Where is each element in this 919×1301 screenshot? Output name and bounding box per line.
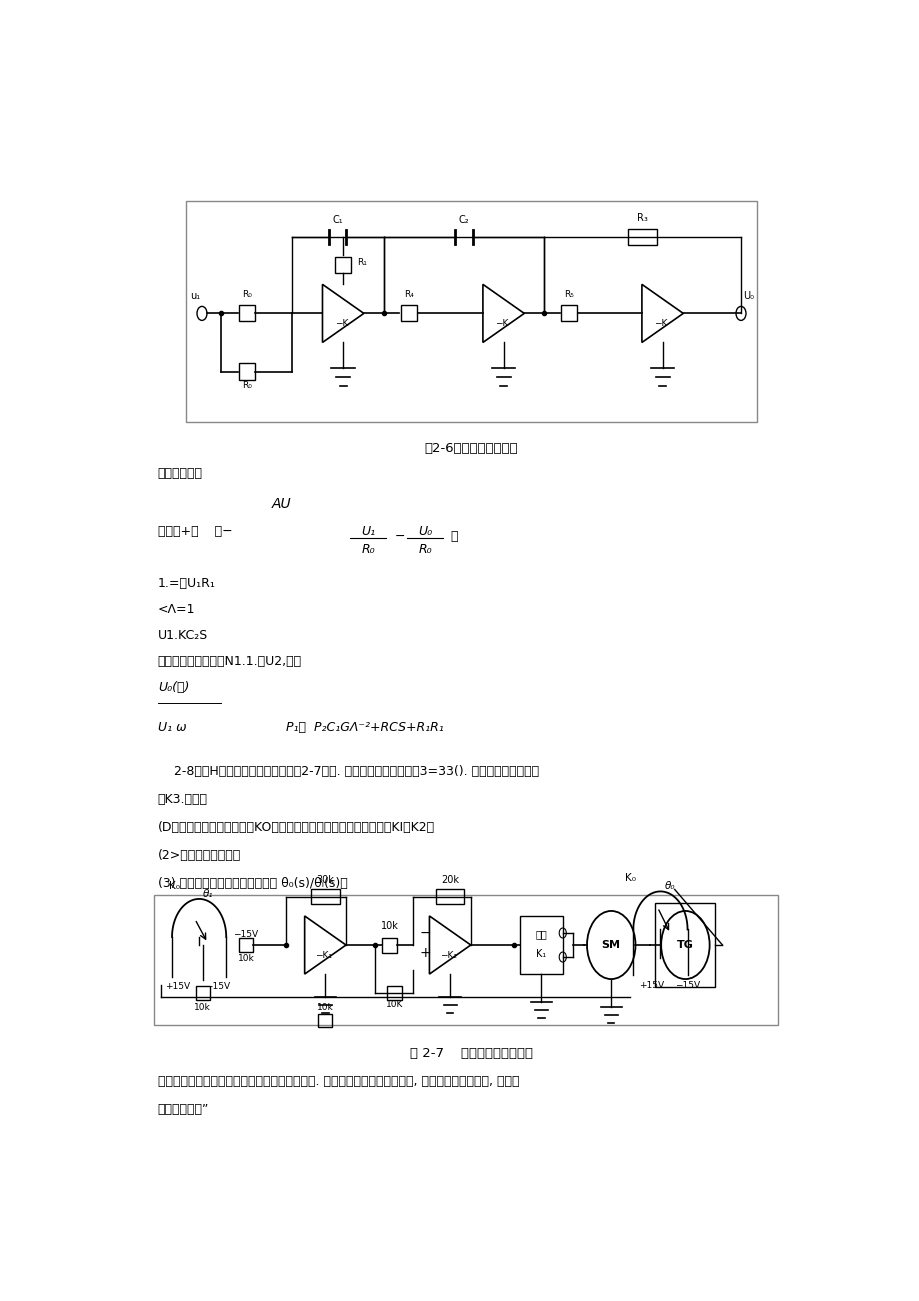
Text: U₁ ω: U₁ ω	[158, 721, 187, 734]
Text: 功放: 功放	[535, 929, 547, 939]
Bar	[561, 306, 576, 321]
Bar	[381, 938, 397, 952]
Text: 10k: 10k	[380, 921, 398, 932]
Text: u₁: u₁	[190, 291, 200, 302]
Text: TG: TG	[676, 941, 693, 950]
Text: U₀(三): U₀(三)	[158, 680, 189, 693]
Text: −15V: −15V	[205, 982, 230, 991]
Text: 图 2-7    位置随动系统原理图: 图 2-7 位置随动系统原理图	[410, 1047, 532, 1060]
Text: R₃: R₃	[637, 213, 647, 224]
Bar	[186, 202, 756, 422]
Text: 分析：利用机械原理和放大器晓理求解放大系数. 然后求解电动机的传递函数, 从而画出系统结构图, 求出系: 分析：利用机械原理和放大器晓理求解放大系数. 然后求解电动机的传递函数, 从而画…	[158, 1075, 518, 1088]
Text: 10k: 10k	[237, 954, 255, 963]
Text: K₀: K₀	[624, 873, 635, 883]
Text: P₁：  P₂C₁GΛ⁻²+RCS+R₁R₁: P₁： P₂C₁GΛ⁻²+RCS+R₁R₁	[286, 721, 443, 734]
Text: R₀: R₀	[242, 290, 252, 299]
Text: (3) 简化结构图，求系统传递函数 θ₀(s)/θᵢ(s)。: (3) 简化结构图，求系统传递函数 θ₀(s)/θᵢ(s)。	[158, 877, 347, 890]
Text: +: +	[419, 946, 430, 960]
Text: C₂: C₂	[459, 215, 469, 225]
Bar	[239, 306, 255, 321]
Text: <Λ=1: <Λ=1	[158, 602, 195, 615]
Text: −: −	[394, 530, 405, 543]
Text: 图2-6控制系统模拟电路: 图2-6控制系统模拟电路	[425, 441, 517, 454]
Text: R₄: R₄	[403, 290, 414, 299]
Text: −K₁: −K₁	[315, 951, 332, 960]
Text: SM: SM	[601, 941, 620, 950]
Bar	[436, 890, 464, 904]
Text: U₁: U₁	[360, 524, 375, 537]
Text: 10k: 10k	[194, 1003, 210, 1012]
Text: R₀: R₀	[361, 543, 375, 556]
Text: (2>萝出系统结构图：: (2>萝出系统结构图：	[158, 850, 241, 863]
Text: 联立上式消去中间变N1.1.和U2,可勋: 联立上式消去中间变N1.1.和U2,可勋	[158, 654, 301, 667]
Text: 1.=且U₁R₁: 1.=且U₁R₁	[158, 576, 215, 589]
Text: 2-8某位H地动系统脹理方块图加图2-7所示. 电位器以大工作角度以3=33(). 功率放大级放大东数: 2-8某位H地动系统脹理方块图加图2-7所示. 电位器以大工作角度以3=33()…	[158, 765, 539, 778]
Text: −15V: −15V	[233, 930, 258, 939]
Text: −K: −K	[495, 319, 508, 328]
Text: U₀: U₀	[742, 291, 753, 302]
Text: 解：由图可得: 解：由图可得	[158, 467, 202, 480]
Text: 10k: 10k	[317, 1003, 334, 1012]
Bar	[311, 890, 339, 904]
Text: 为K3.要求：: 为K3.要求：	[158, 794, 208, 807]
Text: (D分别求出电位器传递系数KO、第一级和第二级放大器的比例系数KI和K2；: (D分别求出电位器传递系数KO、第一级和第二级放大器的比例系数KI和K2；	[158, 821, 435, 834]
Text: θ₀: θ₀	[664, 881, 675, 891]
Text: +15V: +15V	[165, 982, 190, 991]
Text: +15V: +15V	[639, 981, 664, 990]
Text: AU: AU	[272, 497, 291, 511]
Bar	[386, 986, 402, 1000]
Text: ）: ）	[449, 530, 457, 543]
Bar	[335, 258, 351, 273]
Bar	[401, 306, 416, 321]
Text: R₅: R₅	[563, 290, 573, 299]
Text: −K₂: −K₂	[439, 951, 457, 960]
Bar	[628, 229, 656, 246]
Text: 统的传递函数”: 统的传递函数”	[158, 1103, 209, 1116]
Text: ／三凡+六    （−: ／三凡+六 （−	[158, 524, 233, 537]
Text: K₁: K₁	[536, 948, 546, 959]
Text: 10K: 10K	[385, 1000, 403, 1010]
Text: K₀: K₀	[169, 881, 180, 891]
Bar	[519, 916, 562, 974]
Text: U₀: U₀	[417, 524, 432, 537]
Text: −: −	[419, 926, 430, 941]
Text: U1.KC₂S: U1.KC₂S	[158, 628, 208, 641]
Bar	[318, 1013, 332, 1026]
Bar	[239, 363, 255, 380]
Bar	[196, 986, 210, 1000]
Text: C₁: C₁	[332, 215, 343, 225]
Text: 20k: 20k	[440, 874, 459, 885]
Text: R₁: R₁	[357, 259, 367, 267]
Text: 30k: 30k	[316, 874, 334, 885]
Bar	[239, 938, 253, 952]
Bar	[154, 895, 777, 1025]
Text: R₀: R₀	[242, 380, 252, 389]
Text: −15V: −15V	[674, 981, 699, 990]
Text: θ₁: θ₁	[202, 889, 213, 899]
Bar	[654, 903, 715, 987]
Text: R₀: R₀	[418, 543, 432, 556]
Text: −K: −K	[653, 319, 667, 328]
Text: −K: −K	[335, 319, 348, 328]
